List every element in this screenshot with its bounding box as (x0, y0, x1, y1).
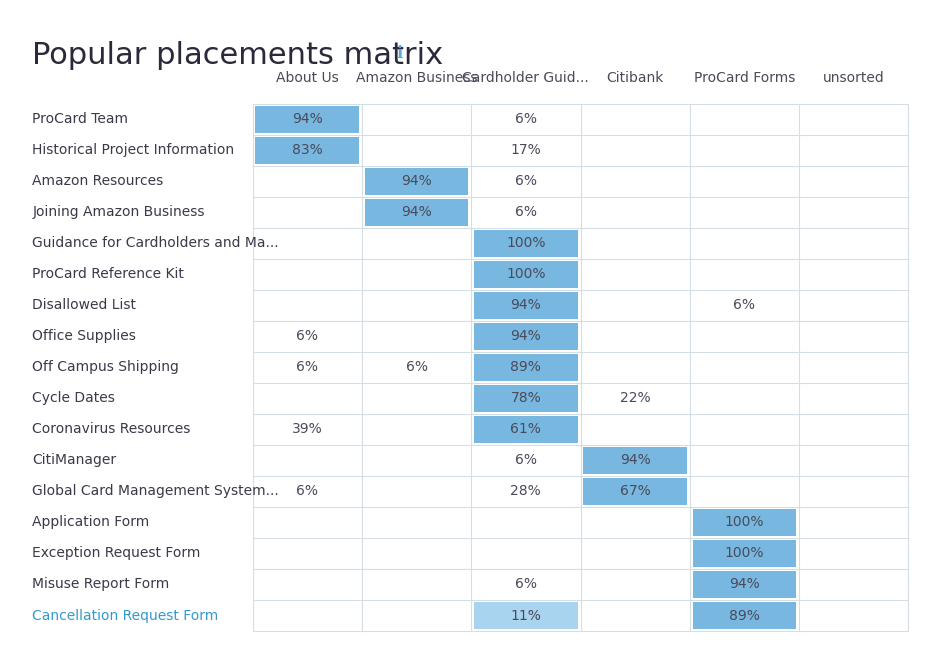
Text: Global Card Management System...: Global Card Management System... (33, 484, 279, 499)
Text: 89%: 89% (729, 608, 760, 623)
Bar (474, 416, 578, 443)
Text: 100%: 100% (506, 237, 546, 250)
Bar (474, 354, 578, 381)
Text: 94%: 94% (510, 330, 541, 343)
Text: 100%: 100% (724, 547, 765, 560)
Text: 6%: 6% (515, 454, 537, 467)
Bar (474, 385, 578, 412)
Text: 6%: 6% (734, 298, 755, 313)
Text: Cardholder Guid...: Cardholder Guid... (462, 71, 590, 85)
Bar (693, 540, 797, 567)
Text: Joining Amazon Business: Joining Amazon Business (33, 205, 205, 219)
Text: Guidance for Cardholders and Ma...: Guidance for Cardholders and Ma... (33, 237, 279, 250)
Bar (256, 136, 359, 164)
Text: 17%: 17% (510, 143, 541, 157)
Bar (693, 571, 797, 598)
Text: 6%: 6% (515, 112, 537, 126)
Text: 39%: 39% (292, 422, 323, 436)
Text: 22%: 22% (620, 391, 651, 406)
Bar (474, 602, 578, 629)
Bar (474, 323, 578, 350)
Bar (256, 105, 359, 133)
Text: 94%: 94% (402, 205, 431, 219)
Text: Amazon Business: Amazon Business (356, 71, 477, 85)
Text: Historical Project Information: Historical Project Information (33, 143, 235, 157)
Text: Misuse Report Form: Misuse Report Form (33, 577, 169, 592)
Bar (474, 292, 578, 319)
Text: 78%: 78% (510, 391, 541, 406)
Text: ProCard Forms: ProCard Forms (694, 71, 796, 85)
Bar (364, 168, 469, 195)
Text: 6%: 6% (515, 205, 537, 219)
Bar (693, 602, 797, 629)
Text: 11%: 11% (510, 608, 541, 623)
Text: Disallowed List: Disallowed List (33, 298, 137, 313)
Text: 61%: 61% (510, 422, 541, 436)
Text: 100%: 100% (724, 515, 765, 530)
Text: About Us: About Us (276, 71, 339, 85)
Bar (693, 509, 797, 536)
Text: Off Campus Shipping: Off Campus Shipping (33, 360, 180, 374)
Text: Cycle Dates: Cycle Dates (33, 391, 115, 406)
Bar (474, 229, 578, 257)
Text: Cancellation Request Form: Cancellation Request Form (33, 608, 219, 623)
Text: 83%: 83% (292, 143, 323, 157)
Text: ℹ: ℹ (396, 44, 402, 62)
Text: CitiManager: CitiManager (33, 454, 116, 467)
Text: 100%: 100% (506, 267, 546, 281)
Text: 6%: 6% (296, 330, 318, 343)
Text: 94%: 94% (620, 454, 651, 467)
Text: 94%: 94% (729, 577, 760, 592)
Text: 94%: 94% (292, 112, 323, 126)
Text: 6%: 6% (405, 360, 428, 374)
Text: 28%: 28% (510, 484, 541, 499)
Bar (583, 447, 687, 474)
Text: Amazon Resources: Amazon Resources (33, 174, 164, 188)
Text: ProCard Reference Kit: ProCard Reference Kit (33, 267, 184, 281)
Bar (364, 199, 469, 226)
Text: unsorted: unsorted (823, 71, 885, 85)
Text: Application Form: Application Form (33, 515, 150, 530)
Bar (474, 261, 578, 288)
Text: 94%: 94% (402, 174, 431, 188)
Text: Exception Request Form: Exception Request Form (33, 547, 200, 560)
Bar (583, 478, 687, 505)
Text: Citibank: Citibank (607, 71, 664, 85)
Text: ProCard Team: ProCard Team (33, 112, 128, 126)
Text: 89%: 89% (510, 360, 541, 374)
Text: 6%: 6% (296, 360, 318, 374)
Text: Coronavirus Resources: Coronavirus Resources (33, 422, 191, 436)
Text: Office Supplies: Office Supplies (33, 330, 137, 343)
Text: 6%: 6% (515, 174, 537, 188)
Text: 94%: 94% (510, 298, 541, 313)
Text: 67%: 67% (620, 484, 651, 499)
Text: 6%: 6% (515, 577, 537, 592)
Text: 6%: 6% (296, 484, 318, 499)
Text: Popular placements matrix: Popular placements matrix (33, 42, 444, 70)
